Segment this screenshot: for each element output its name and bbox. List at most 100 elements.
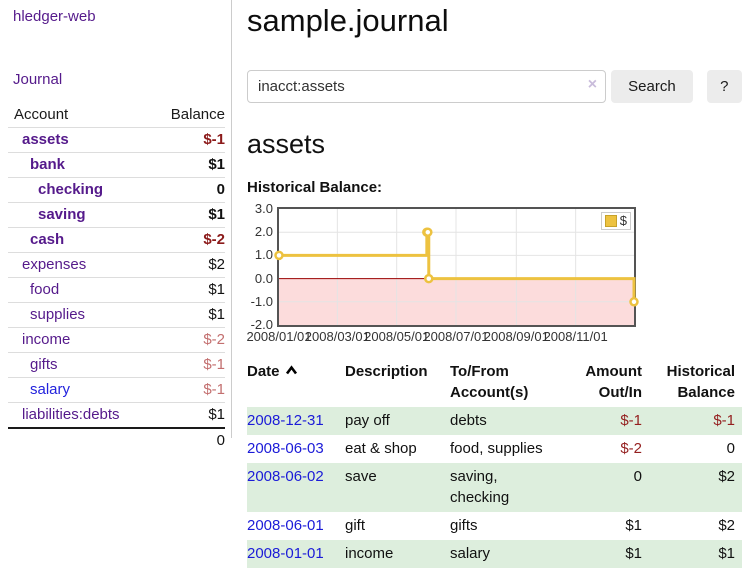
account-balance: $-2: [203, 331, 225, 348]
transaction-date-link[interactable]: 2008-06-01: [247, 517, 324, 534]
legend-label: $: [619, 213, 627, 228]
transaction-balance: $2: [718, 517, 735, 534]
transaction-date-link[interactable]: 2008-12-31: [247, 412, 324, 429]
table-row: checking 0: [8, 178, 225, 203]
x-tick-label: 2008/09/01: [483, 329, 549, 344]
transaction-accounts: gifts: [450, 517, 478, 534]
sidebar-account-income[interactable]: income: [22, 331, 71, 348]
transaction-date-link[interactable]: 2008-06-03: [247, 440, 324, 457]
table-row: supplies $1: [8, 303, 225, 328]
account-balance: $-1: [203, 356, 225, 373]
transaction-accounts: salary: [450, 545, 491, 562]
account-balance: $1: [208, 156, 225, 173]
table-row: expenses $2: [8, 253, 225, 278]
table-row: 2008-06-02 save saving, checking 0 $2: [247, 463, 742, 512]
column-header-date[interactable]: Date: [247, 358, 345, 407]
x-tick-label: 2008/07/01: [423, 329, 489, 344]
chart-legend: $: [600, 212, 631, 230]
sidebar-account-assets[interactable]: assets: [22, 131, 69, 148]
historical-balance-chart: 3.0 2.0 1.0 0.0 -1.0 -2.0 $ 2008/01/01 2008/03…: [246, 201, 742, 349]
sidebar-account-salary[interactable]: salary: [30, 381, 71, 398]
y-tick-label: -2.0: [250, 317, 273, 332]
transaction-description: income: [345, 545, 394, 562]
table-row: saving $1: [8, 203, 225, 228]
account-balance: $1: [208, 206, 225, 223]
account-balance: $2: [208, 256, 225, 273]
sidebar-account-food[interactable]: food: [30, 281, 60, 298]
brand-link[interactable]: hledger-web: [13, 8, 96, 25]
search-button[interactable]: Search: [611, 70, 693, 103]
transaction-accounts: debts: [450, 412, 487, 429]
transaction-date-link[interactable]: 2008-06-02: [247, 468, 324, 485]
sidebar-account-checking[interactable]: checking: [38, 181, 104, 198]
sidebar-account-saving[interactable]: saving: [38, 206, 86, 223]
chart-plot-area: $: [274, 207, 639, 327]
sidebar-account-liabilities-debts[interactable]: liabilities:debts: [22, 406, 120, 423]
legend-swatch-icon: [604, 214, 617, 227]
sidebar: hledger-web Journal Account Balance asse…: [0, 0, 232, 449]
transaction-amount: $-1: [620, 412, 642, 429]
register-header-row: Date Description To/From Account(s) Amoun…: [247, 358, 742, 407]
sidebar-account-expenses[interactable]: expenses: [22, 256, 87, 273]
table-row: bank $1: [8, 153, 225, 178]
sidebar-account-cash[interactable]: cash: [30, 231, 65, 248]
table-row: income $-2: [8, 328, 225, 353]
sidebar-account-gifts[interactable]: gifts: [30, 356, 58, 373]
column-header-description: Description: [345, 363, 428, 380]
search-form: × Search ?: [247, 70, 742, 103]
balance-col-header: Balance: [154, 103, 225, 128]
account-balance: $-1: [203, 131, 225, 148]
table-row: 2008-06-03 eat & shop food, supplies $-2…: [247, 435, 742, 463]
sidebar-account-bank[interactable]: bank: [30, 156, 66, 173]
accounts-total: 0: [216, 432, 225, 449]
sidebar-item-journal[interactable]: Journal: [13, 71, 63, 88]
x-tick-label: 2008/03/01: [304, 329, 370, 344]
account-balance: $1: [208, 281, 225, 298]
accounts-total-row: 0: [8, 428, 225, 453]
chart-title: Historical Balance:: [247, 179, 383, 196]
transaction-balance: $1: [718, 545, 735, 562]
transaction-balance: $2: [718, 468, 735, 485]
table-row: salary $-1: [8, 378, 225, 403]
table-row: food $1: [8, 278, 225, 303]
transaction-date-link[interactable]: 2008-01-01: [247, 545, 324, 562]
y-tick-label: 2.0: [254, 224, 273, 240]
transaction-amount: $-2: [620, 440, 642, 457]
table-row: gifts $-1: [8, 353, 225, 378]
column-header-accounts: To/From Account(s): [450, 363, 529, 401]
table-row: cash $-2: [8, 228, 225, 253]
account-balance: $-2: [203, 231, 225, 248]
table-row: assets $-1: [8, 128, 225, 153]
search-input[interactable]: [247, 70, 607, 103]
accounts-table: Account Balance assets $-1 bank $1 check…: [8, 103, 225, 453]
clear-search-icon[interactable]: ×: [587, 76, 598, 93]
y-tick-label: -1.0: [250, 293, 273, 309]
transaction-accounts: food, supplies: [450, 440, 543, 457]
transaction-amount: 0: [633, 468, 642, 485]
help-button[interactable]: ?: [706, 70, 742, 103]
sidebar-account-supplies[interactable]: supplies: [30, 306, 86, 323]
transaction-amount: $1: [625, 517, 642, 534]
table-row: liabilities:debts $1: [8, 403, 225, 429]
transaction-balance: 0: [726, 440, 735, 457]
transaction-description: gift: [345, 517, 366, 534]
table-row: 2008-01-01 income salary $1 $1: [247, 540, 742, 568]
register-table: Date Description To/From Account(s) Amoun…: [247, 358, 742, 568]
transaction-description: eat & shop: [345, 440, 417, 457]
x-tick-label: 2008/05/01: [364, 329, 430, 344]
transaction-balance: $-1: [713, 412, 735, 429]
y-tick-label: 3.0: [254, 201, 273, 216]
y-tick-label: 0.0: [254, 270, 273, 286]
transaction-accounts: saving, checking: [450, 468, 510, 506]
accounts-col-header: Account: [8, 103, 155, 128]
transaction-amount: $1: [625, 545, 642, 562]
transaction-description: save: [345, 468, 377, 485]
table-row: 2008-06-01 gift gifts $1 $2: [247, 512, 742, 540]
account-balance: $1: [208, 406, 225, 423]
table-row: 2008-12-31 pay off debts $-1 $-1: [247, 407, 742, 435]
x-tick-label: 2008/11/01: [543, 329, 608, 344]
account-heading: assets: [247, 129, 326, 159]
account-balance: 0: [216, 181, 225, 198]
page-title: sample.journal: [247, 3, 449, 38]
main-content: sample.journal × Search ? assets Histori…: [246, 0, 742, 568]
